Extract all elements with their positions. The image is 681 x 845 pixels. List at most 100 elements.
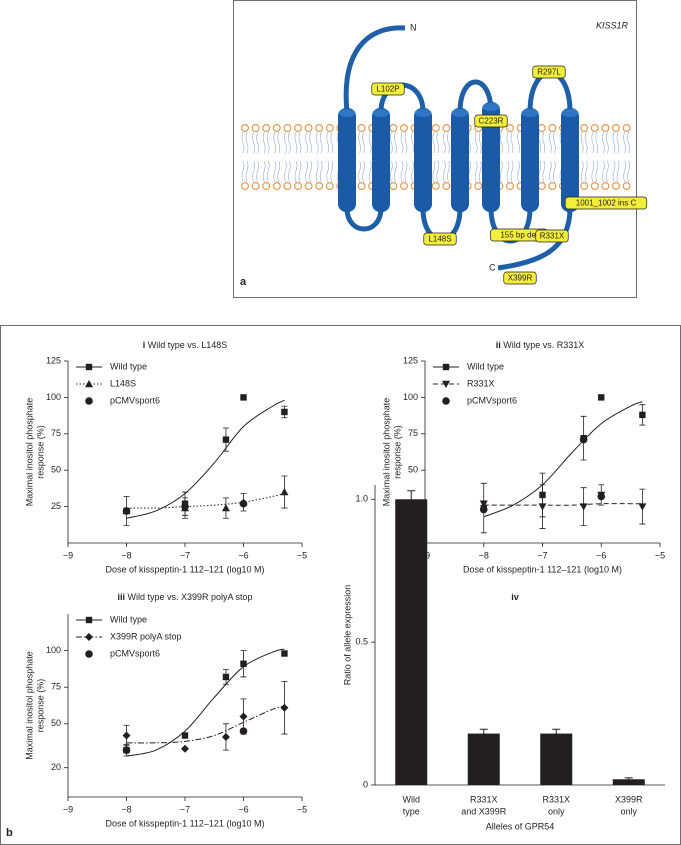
legend-label: Wild type: [467, 361, 504, 371]
lipid-head: [357, 123, 366, 132]
bar: [540, 733, 573, 785]
lipid-head: [590, 182, 599, 191]
marker: [122, 507, 131, 515]
loop: [457, 79, 494, 113]
helix-top: [482, 103, 500, 111]
helix: [521, 108, 539, 212]
y-tick-label: 20: [51, 762, 61, 772]
legend-label: L148S: [110, 378, 136, 388]
legend-marker: [85, 380, 93, 388]
lipid-head: [241, 182, 250, 191]
x-tick-label: only: [620, 806, 637, 816]
lipid-head: [251, 123, 260, 132]
helix-top: [372, 109, 390, 117]
marker: [221, 504, 230, 512]
lipid-head: [548, 182, 557, 191]
lipid-tail: [580, 131, 588, 154]
x-tick-label: −8: [121, 550, 131, 560]
lipid-head: [294, 123, 303, 132]
fit-curve: [126, 493, 285, 509]
lipid-tail: [538, 131, 546, 154]
lipid-tail: [326, 131, 334, 154]
mutation-label: R331X: [540, 232, 565, 241]
marker: [638, 503, 647, 511]
mutation-box: [503, 271, 537, 285]
helix: [414, 108, 432, 212]
lipid-tail: [591, 131, 599, 154]
x-axis-label: Dose of kisspeptin-1 112–121 (log10 M): [463, 564, 622, 574]
bar: [467, 733, 500, 785]
y-tick-label: 100: [46, 392, 61, 402]
marker: [221, 732, 230, 741]
legend-label: Wild type: [110, 361, 147, 371]
y-axis-label: Ratio of allele expression: [342, 585, 352, 686]
lipid-tail: [252, 131, 259, 154]
lipid-head: [506, 123, 515, 132]
lipid-head: [580, 182, 589, 191]
lipid-tail: [538, 160, 546, 183]
helix: [372, 108, 390, 212]
lipid-head: [325, 123, 334, 132]
legend-marker: [442, 380, 450, 388]
mutation-box: [423, 232, 457, 246]
y-tick-label: 25: [51, 501, 61, 511]
bar: [612, 779, 645, 785]
lipid-head: [442, 123, 451, 132]
x-tick-label: −5: [297, 804, 307, 814]
lipid-tail: [474, 131, 482, 154]
y-tick-label: 75: [51, 428, 61, 438]
lipid-tail: [602, 131, 609, 154]
lipid-tail: [305, 160, 312, 183]
lipid-head: [537, 123, 546, 132]
chart-title: iii Wild type vs. X399R polyA stop: [117, 592, 252, 602]
legend-marker: [85, 397, 93, 405]
lipid-head: [251, 182, 260, 191]
helix: [338, 108, 356, 212]
fit-curve: [483, 401, 643, 518]
lipid-tail: [358, 160, 365, 183]
lipid-tail: [390, 160, 397, 183]
lipid-tail: [506, 160, 514, 183]
fit-curve: [126, 399, 285, 519]
y-tick-label: 50: [51, 718, 61, 728]
mutation-label: 1001_1002 ins C: [576, 199, 637, 208]
helix-top: [414, 109, 432, 117]
legend-marker: [85, 616, 93, 624]
marker: [181, 502, 189, 511]
panel-label: b: [6, 827, 13, 839]
lipid-tail: [305, 131, 312, 154]
y-axis-label: response (%): [35, 679, 45, 733]
lipid-head: [442, 182, 451, 191]
chart-label: ii: [496, 340, 501, 350]
marker: [280, 488, 289, 496]
x-tick-label: X399R: [615, 794, 643, 804]
lipid-tail: [252, 160, 259, 183]
lipid-head: [389, 123, 398, 132]
lipid-tail: [612, 160, 620, 183]
lipid-head: [304, 182, 313, 191]
lipid-tail: [400, 160, 408, 183]
y-tick-label: 125: [403, 355, 418, 365]
chart-label: iii: [117, 592, 125, 602]
helix: [451, 108, 469, 212]
error-bar: [624, 777, 633, 781]
y-axis-label: response (%): [392, 425, 402, 479]
chart-title-text: Wild type vs. R331X: [503, 340, 584, 350]
lipid-head: [622, 123, 631, 132]
x-tick-label: −8: [121, 804, 131, 814]
legend-label: R331X: [467, 378, 495, 388]
y-tick-label: 50: [408, 465, 418, 475]
helix-top: [451, 109, 469, 117]
lipid-tail: [432, 131, 440, 154]
lipid-tail: [623, 131, 630, 154]
lipid-head: [400, 123, 409, 132]
legend-marker: [85, 363, 93, 371]
y-axis-label: Maximal inositol phosphate: [381, 398, 391, 507]
receptor: [338, 25, 579, 271]
loop: [344, 207, 384, 232]
x-tick-label: −6: [238, 804, 248, 814]
marker: [222, 673, 230, 681]
lipid-tail: [432, 160, 440, 183]
lipid-tail: [400, 131, 408, 154]
lipid-head: [601, 123, 610, 132]
